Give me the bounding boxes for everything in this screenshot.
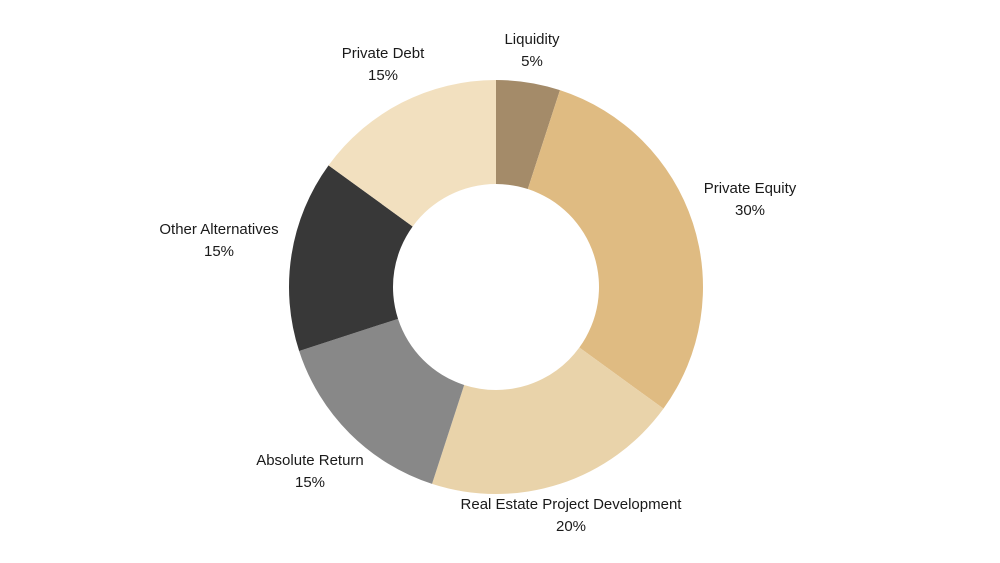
slice-label-value: 15% — [204, 243, 234, 260]
slice-label-name: Liquidity — [504, 31, 560, 48]
slice-label-value: 30% — [735, 202, 765, 219]
slice-label-value: 5% — [521, 53, 543, 70]
slice-label-value: 15% — [295, 474, 325, 491]
slice-label-name: Other Alternatives — [159, 221, 278, 238]
slice-private-debt — [328, 80, 496, 227]
slice-private-equity — [527, 90, 703, 409]
slice-label-name: Real Estate Project Development — [461, 496, 683, 513]
slice-label-name: Private Debt — [342, 45, 425, 62]
slice-label-value: 20% — [556, 518, 586, 535]
slice-other-alternatives — [288, 165, 413, 351]
slice-liquidity — [496, 80, 560, 190]
slice-real-estate-project-development — [432, 347, 664, 494]
slice-absolute-return — [299, 318, 465, 484]
slices-group — [288, 80, 703, 494]
slice-label-name: Private Equity — [704, 180, 797, 197]
labels-group: Liquidity 5% Private Equity 30% Real Estate … — [159, 31, 796, 535]
slice-label-value: 15% — [368, 67, 398, 84]
slice-label-name: Absolute Return — [256, 452, 364, 469]
